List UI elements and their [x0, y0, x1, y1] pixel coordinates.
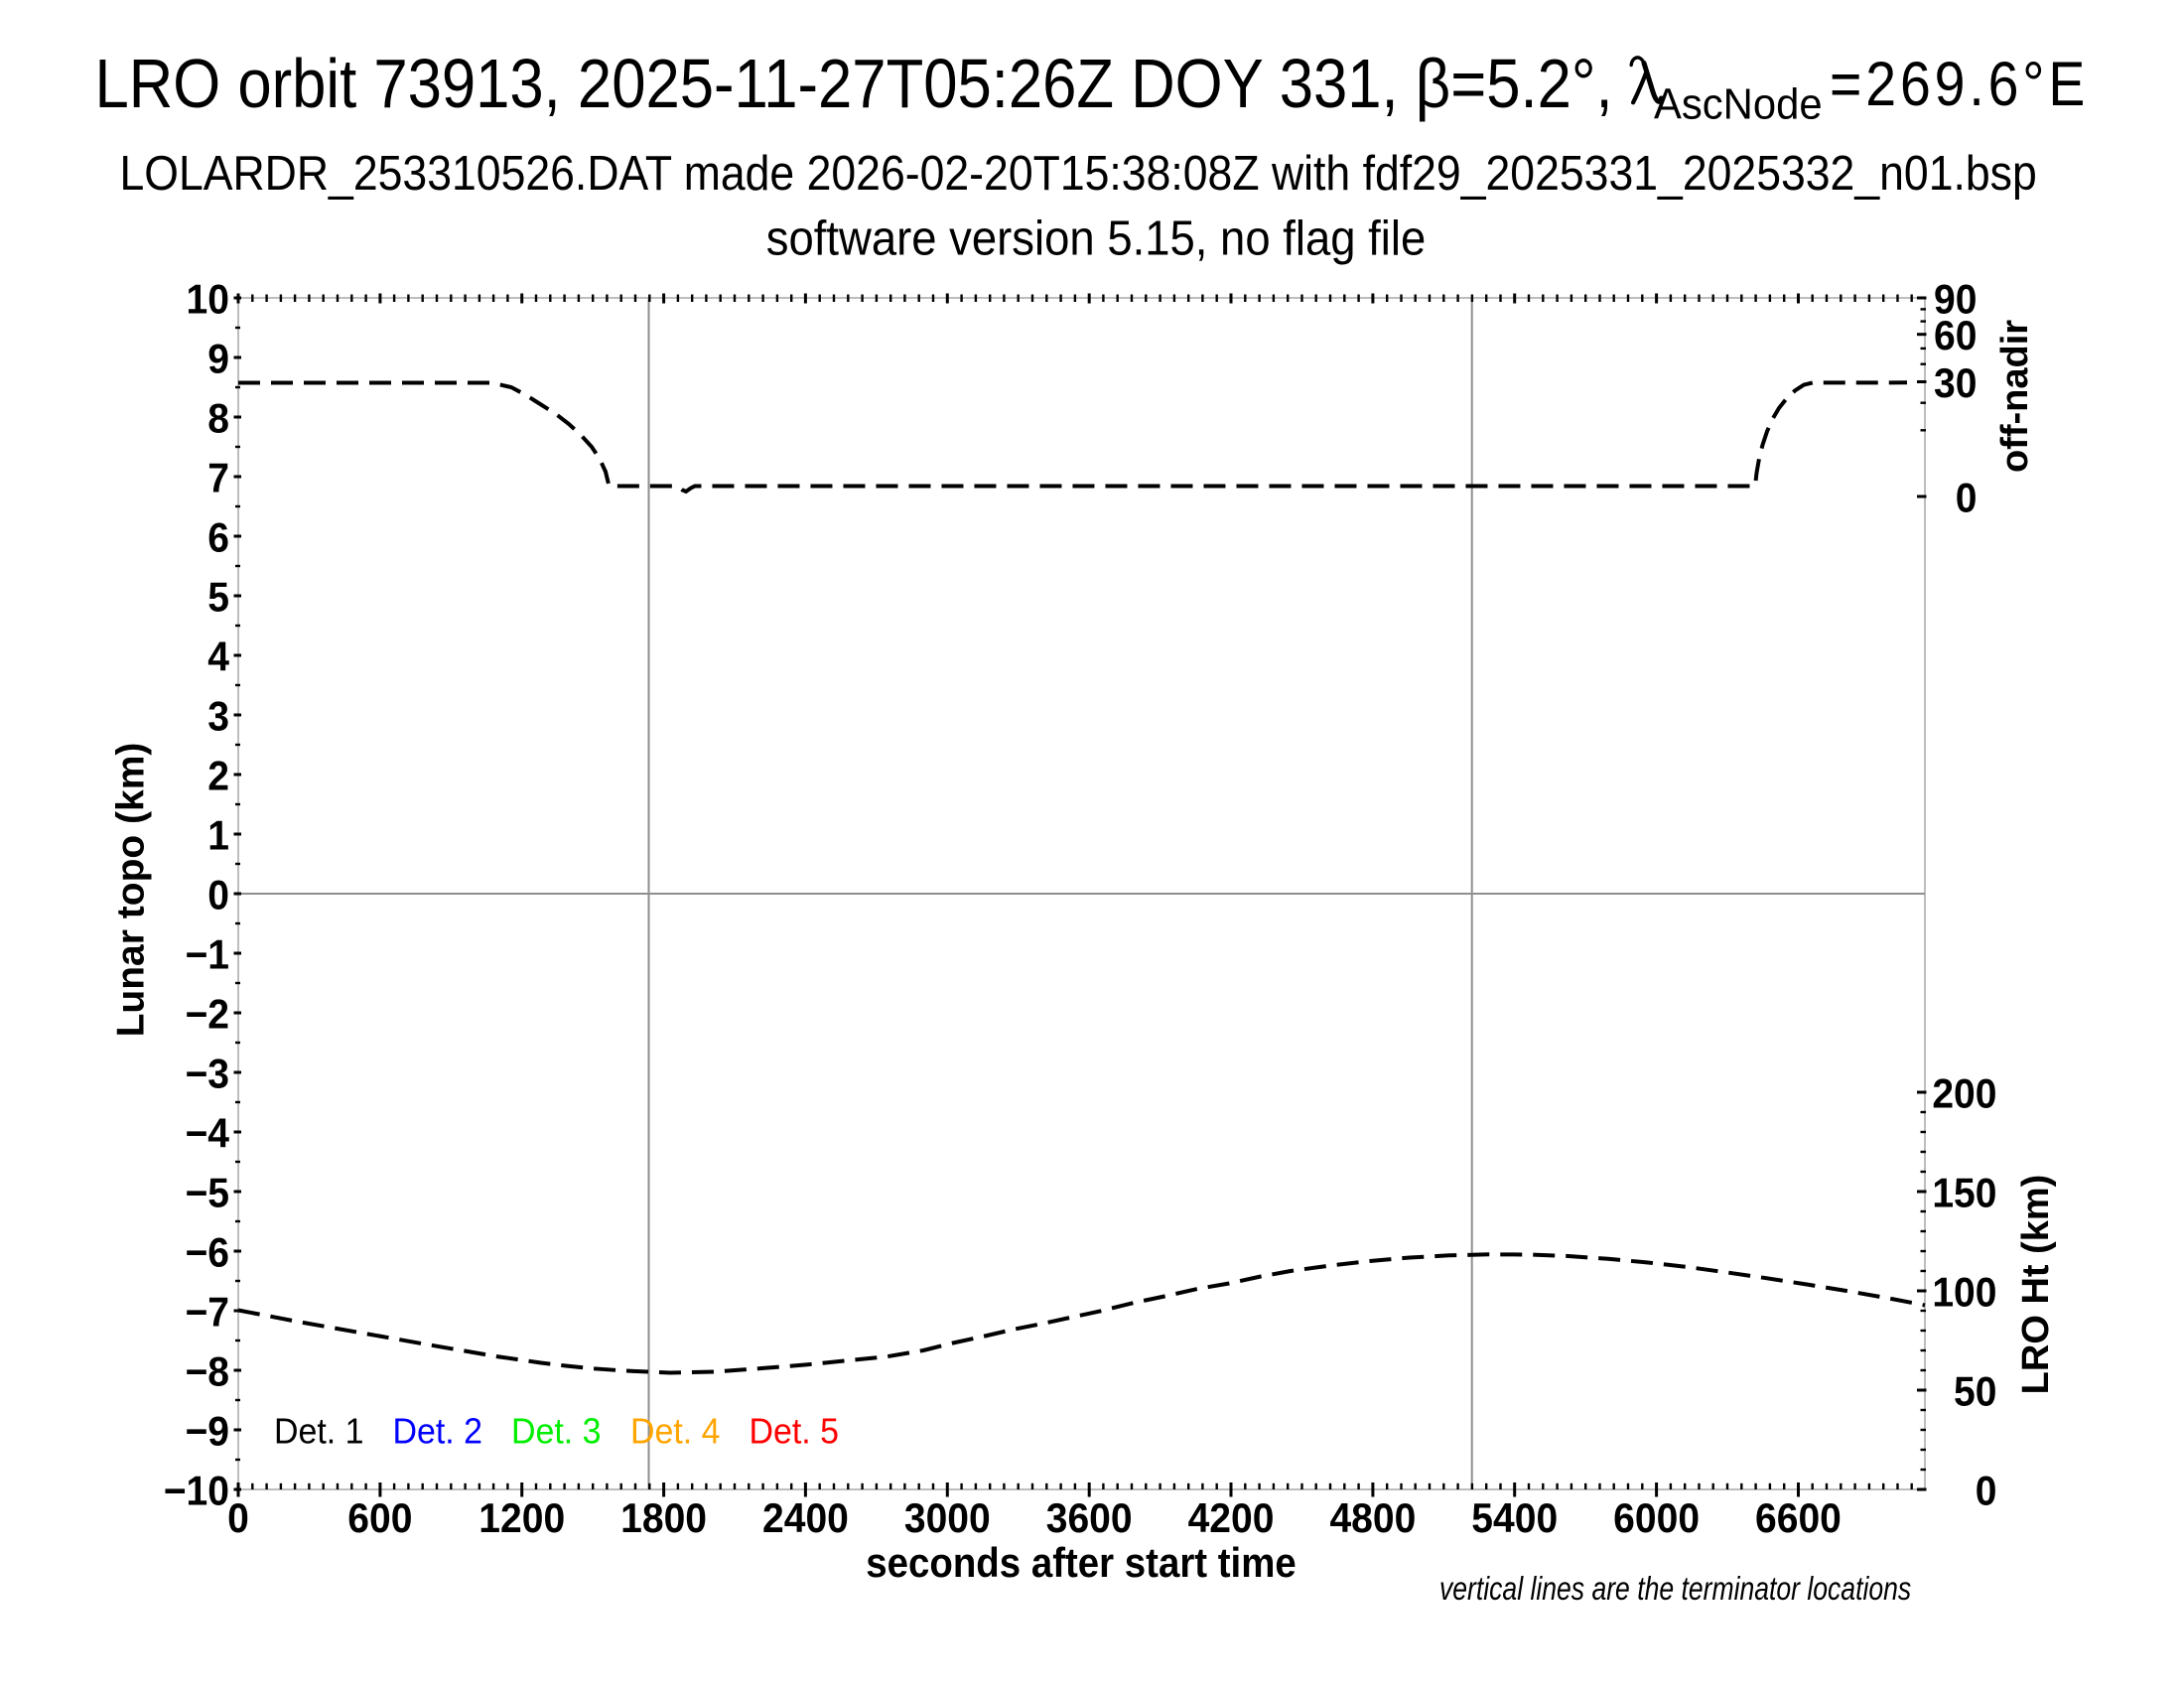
svg-text:2400: 2400 [762, 1494, 849, 1542]
svg-text:50: 50 [1954, 1367, 1996, 1415]
svg-text:5400: 5400 [1471, 1494, 1558, 1542]
svg-text:1800: 1800 [620, 1494, 707, 1542]
svg-text:2: 2 [207, 752, 229, 799]
svg-text:4200: 4200 [1188, 1494, 1275, 1542]
svg-text:4800: 4800 [1329, 1494, 1416, 1542]
svg-text:0: 0 [1976, 1467, 1997, 1514]
svg-text:0: 0 [207, 871, 229, 918]
svg-text:1: 1 [207, 811, 229, 859]
svg-text:−10: −10 [164, 1467, 229, 1514]
svg-text:60: 60 [1934, 312, 1977, 359]
svg-text:3600: 3600 [1046, 1494, 1133, 1542]
svg-text:−2: −2 [185, 990, 229, 1038]
svg-text:3000: 3000 [904, 1494, 991, 1542]
svg-text:off-nadir: off-nadir [1994, 320, 2036, 473]
svg-text:600: 600 [347, 1494, 412, 1542]
svg-text:−6: −6 [185, 1228, 229, 1276]
svg-text:6600: 6600 [1755, 1494, 1842, 1542]
svg-text:Lunar topo (km): Lunar topo (km) [110, 743, 153, 1038]
svg-text:seconds after start time: seconds after start time [866, 1539, 1297, 1586]
svg-text:−5: −5 [185, 1169, 229, 1216]
svg-text:−7: −7 [185, 1288, 229, 1336]
svg-text:Det. 1: Det. 1 [274, 1411, 364, 1451]
svg-text:1200: 1200 [478, 1494, 565, 1542]
svg-text:3: 3 [207, 692, 229, 740]
svg-text:150: 150 [1932, 1169, 1996, 1216]
svg-text:0: 0 [227, 1494, 249, 1542]
svg-text:−1: −1 [185, 930, 229, 978]
svg-text:LOLARDR_253310526.DAT made 202: LOLARDR_253310526.DAT made 2026-02-20T15… [120, 146, 2037, 200]
svg-text:−8: −8 [185, 1347, 229, 1395]
svg-text:−3: −3 [185, 1050, 229, 1097]
svg-text:5: 5 [207, 573, 229, 621]
svg-text:Det. 4: Det. 4 [630, 1411, 721, 1451]
svg-text:90: 90 [1934, 275, 1977, 323]
svg-text:10: 10 [187, 275, 229, 323]
svg-text:200: 200 [1932, 1069, 1996, 1117]
svg-text:30: 30 [1934, 359, 1977, 407]
svg-text:LRO orbit 73913, 2025-11-27T05: LRO orbit 73913, 2025-11-27T05:26Z DOY 3… [95, 44, 1613, 122]
svg-text:Det. 2: Det. 2 [393, 1411, 483, 1451]
svg-text:LRO Ht (km): LRO Ht (km) [2015, 1175, 2057, 1395]
svg-text:AscNode: AscNode [1654, 80, 1823, 129]
svg-text:6000: 6000 [1613, 1494, 1700, 1542]
svg-text:software version 5.15, no flag: software version 5.15, no flag file [766, 212, 1427, 266]
svg-text:100: 100 [1932, 1268, 1996, 1316]
svg-text:7: 7 [207, 454, 229, 501]
svg-text:8: 8 [207, 394, 229, 442]
svg-text:=269.6°E: =269.6°E [1830, 49, 2089, 119]
svg-text:vertical lines are the termina: vertical lines are the terminator locati… [1439, 1571, 1911, 1607]
svg-text:−9: −9 [185, 1407, 229, 1455]
svg-text:4: 4 [207, 633, 229, 680]
svg-text:−4: −4 [185, 1109, 229, 1157]
svg-text:9: 9 [207, 335, 229, 382]
svg-text:Det. 3: Det. 3 [511, 1411, 602, 1451]
svg-text:0: 0 [1956, 474, 1978, 521]
svg-text:6: 6 [207, 513, 229, 561]
svg-text:Det. 5: Det. 5 [750, 1411, 840, 1451]
